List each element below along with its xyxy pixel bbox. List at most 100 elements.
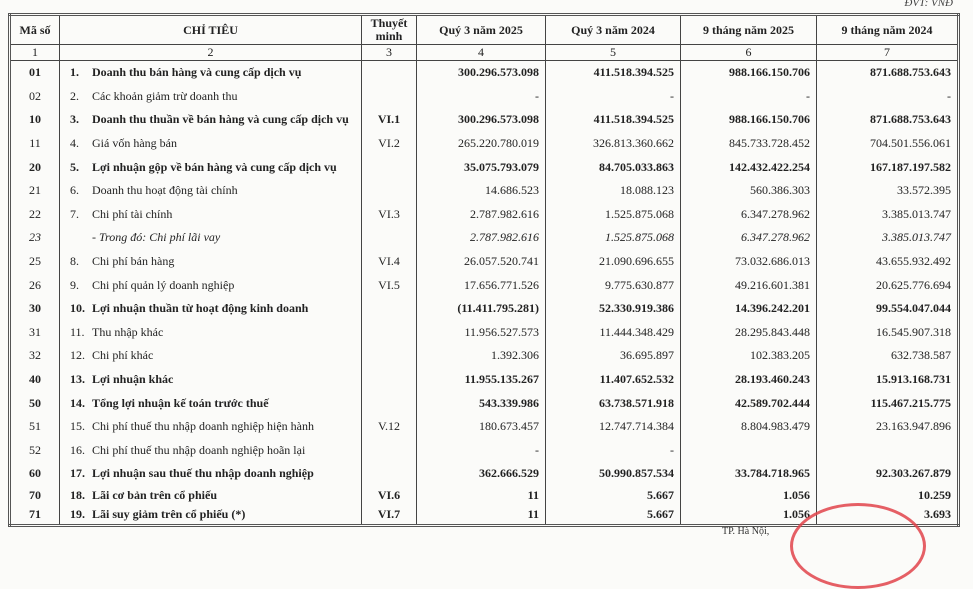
row-label-text: Lợi nhuận khác [92, 372, 174, 387]
column-number: 2 [59, 44, 362, 61]
header-item: CHỈ TIÊU [59, 14, 362, 45]
table-row: 25 8. Chi phí bán hàng VI.4 26.057.520.741 21… [9, 249, 959, 274]
value-q3-2025: 11 [416, 485, 546, 505]
row-code: 22 [9, 202, 60, 227]
income-statement-table: Mã số CHỈ TIÊU Thuyết minh Quý 3 năm 202… [8, 13, 960, 527]
value-q3-2024: 5.667 [545, 485, 681, 505]
row-note [361, 344, 417, 368]
row-code: 60 [9, 462, 60, 486]
table-row: 23 - Trong đó: Chi phí lãi vay 2.787.982.6… [9, 226, 959, 250]
row-label-text: Chi phí quản lý doanh nghiệp [92, 277, 235, 292]
row-note: VI.7 [361, 504, 417, 526]
row-index: 11. [70, 324, 85, 339]
column-number: 3 [361, 44, 417, 61]
row-label: 9. Chi phí quản lý doanh nghiệp [59, 273, 362, 297]
value-9m-2024: 167.187.197.582 [816, 155, 959, 179]
column-number: 4 [416, 44, 546, 61]
row-label-text: Chi phí tài chính [92, 206, 173, 221]
value-9m-2024: 632.738.587 [816, 344, 959, 368]
row-code: 51 [9, 414, 60, 439]
row-label-text: Doanh thu thuần về bán hàng và cung cấp … [92, 112, 349, 127]
row-label: 7. Chi phí tài chính [59, 202, 362, 227]
row-label: 16. Chi phí thuế thu nhập doanh nghiệp ho… [59, 438, 362, 463]
value-q3-2025: 300.296.573.098 [416, 60, 546, 85]
table-row: 26 9. Chi phí quản lý doanh nghiệp VI.5 17.6… [9, 273, 959, 297]
row-label: 12. Chi phí khác [59, 344, 362, 368]
column-number: 1 [9, 44, 60, 61]
table-row: 52 16. Chi phí thuế thu nhập doanh nghiệp … [9, 438, 959, 463]
header-q3-2024: Quý 3 năm 2024 [545, 14, 681, 45]
value-q3-2025: - [416, 438, 546, 463]
value-q3-2025: 11 [416, 504, 546, 526]
row-label: 19. Lãi suy giảm trên cổ phiếu (*) [59, 504, 362, 526]
row-label: 3. Doanh thu thuần về bán hàng và cung cấ… [59, 108, 362, 132]
row-label: 1. Doanh thu bán hàng và cung cấp dịch vụ [59, 60, 362, 85]
row-index: 4. [70, 136, 79, 151]
header-9m-2025: 9 tháng năm 2025 [680, 14, 817, 45]
row-note [361, 391, 417, 415]
row-note [361, 462, 417, 486]
value-9m-2025: 6.347.278.962 [680, 226, 817, 250]
value-9m-2025: 1.056 [680, 504, 817, 526]
row-note: VI.3 [361, 202, 417, 227]
row-note: VI.6 [361, 485, 417, 505]
value-9m-2024: 115.467.215.775 [816, 391, 959, 415]
row-index: 2. [70, 88, 79, 103]
value-q3-2024: 18.088.123 [545, 178, 681, 203]
table-row: 30 10. Lợi nhuận thuần từ hoạt động kinh d… [9, 296, 959, 321]
row-index: 18. [70, 487, 85, 502]
table-row: 02 2. Các khoản giảm trừ doanh thu - - - - [9, 84, 959, 109]
value-q3-2025: 265.220.780.019 [416, 131, 546, 156]
row-index: 14. [70, 395, 85, 410]
row-code: 40 [9, 367, 60, 392]
value-9m-2025: 28.193.460.243 [680, 367, 817, 392]
value-q3-2025: 300.296.573.098 [416, 108, 546, 132]
value-q3-2024: 21.090.696.655 [545, 249, 681, 274]
row-code: 71 [9, 504, 60, 526]
value-9m-2025: 14.396.242.201 [680, 296, 817, 321]
row-code: 52 [9, 438, 60, 463]
table-row: 51 15. Chi phí thuế thu nhập doanh nghiệp … [9, 414, 959, 439]
row-label: 14. Tổng lợi nhuận kế toán trước thuế [59, 391, 362, 415]
value-q3-2024: 1.525.875.068 [545, 202, 681, 227]
row-code: 50 [9, 391, 60, 415]
row-code: 23 [9, 226, 60, 250]
value-q3-2024: 12.747.714.384 [545, 414, 681, 439]
row-note [361, 60, 417, 85]
value-9m-2024: 16.545.907.318 [816, 320, 959, 345]
row-label: 6. Doanh thu hoạt động tài chính [59, 178, 362, 203]
row-label: 15. Chi phí thuế thu nhập doanh nghiệp hi… [59, 414, 362, 439]
table-row: 21 6. Doanh thu hoạt động tài chính 14.686.… [9, 178, 959, 203]
row-code: 02 [9, 84, 60, 109]
row-label: - Trong đó: Chi phí lãi vay [59, 226, 362, 250]
row-note: VI.1 [361, 108, 417, 132]
header-row: Mã số CHỈ TIÊU Thuyết minh Quý 3 năm 202… [9, 14, 959, 45]
value-q3-2025: (11.411.795.281) [416, 296, 546, 321]
row-label: 4. Giá vốn hàng bán [59, 131, 362, 156]
row-label-text: Các khoản giảm trừ doanh thu [92, 88, 238, 103]
value-q3-2024: 326.813.360.662 [545, 131, 681, 156]
table-row: 32 12. Chi phí khác 1.392.306 36.695.897 102.… [9, 344, 959, 368]
value-q3-2024: 11.444.348.429 [545, 320, 681, 345]
row-label: 8. Chi phí bán hàng [59, 249, 362, 274]
row-note [361, 438, 417, 463]
value-9m-2025: 73.032.686.013 [680, 249, 817, 274]
table-row: 11 4. Giá vốn hàng bán VI.2 265.220.780.019 3… [9, 131, 959, 156]
value-q3-2024: - [545, 438, 681, 463]
value-q3-2025: 1.392.306 [416, 344, 546, 368]
row-code: 32 [9, 344, 60, 368]
row-label-text: Chi phí thuế thu nhập doanh nghiệp hoãn … [92, 442, 306, 457]
value-9m-2024: 704.501.556.061 [816, 131, 959, 156]
row-index: 17. [70, 466, 85, 481]
row-label-text: Doanh thu hoạt động tài chính [92, 183, 238, 198]
unit-label: ĐVT: VNĐ [904, 0, 953, 9]
header-q3-2025: Quý 3 năm 2025 [416, 14, 546, 45]
row-index: 6. [70, 183, 79, 198]
row-code: 70 [9, 485, 60, 505]
row-label-text: Chi phí thuế thu nhập doanh nghiệp hiện … [92, 419, 314, 434]
table-row: 40 13. Lợi nhuận khác 11.955.135.267 11.407.… [9, 367, 959, 392]
value-q3-2024: - [545, 84, 681, 109]
value-9m-2025: 28.295.843.448 [680, 320, 817, 345]
value-q3-2024: 63.738.571.918 [545, 391, 681, 415]
value-9m-2024: 871.688.753.643 [816, 60, 959, 85]
